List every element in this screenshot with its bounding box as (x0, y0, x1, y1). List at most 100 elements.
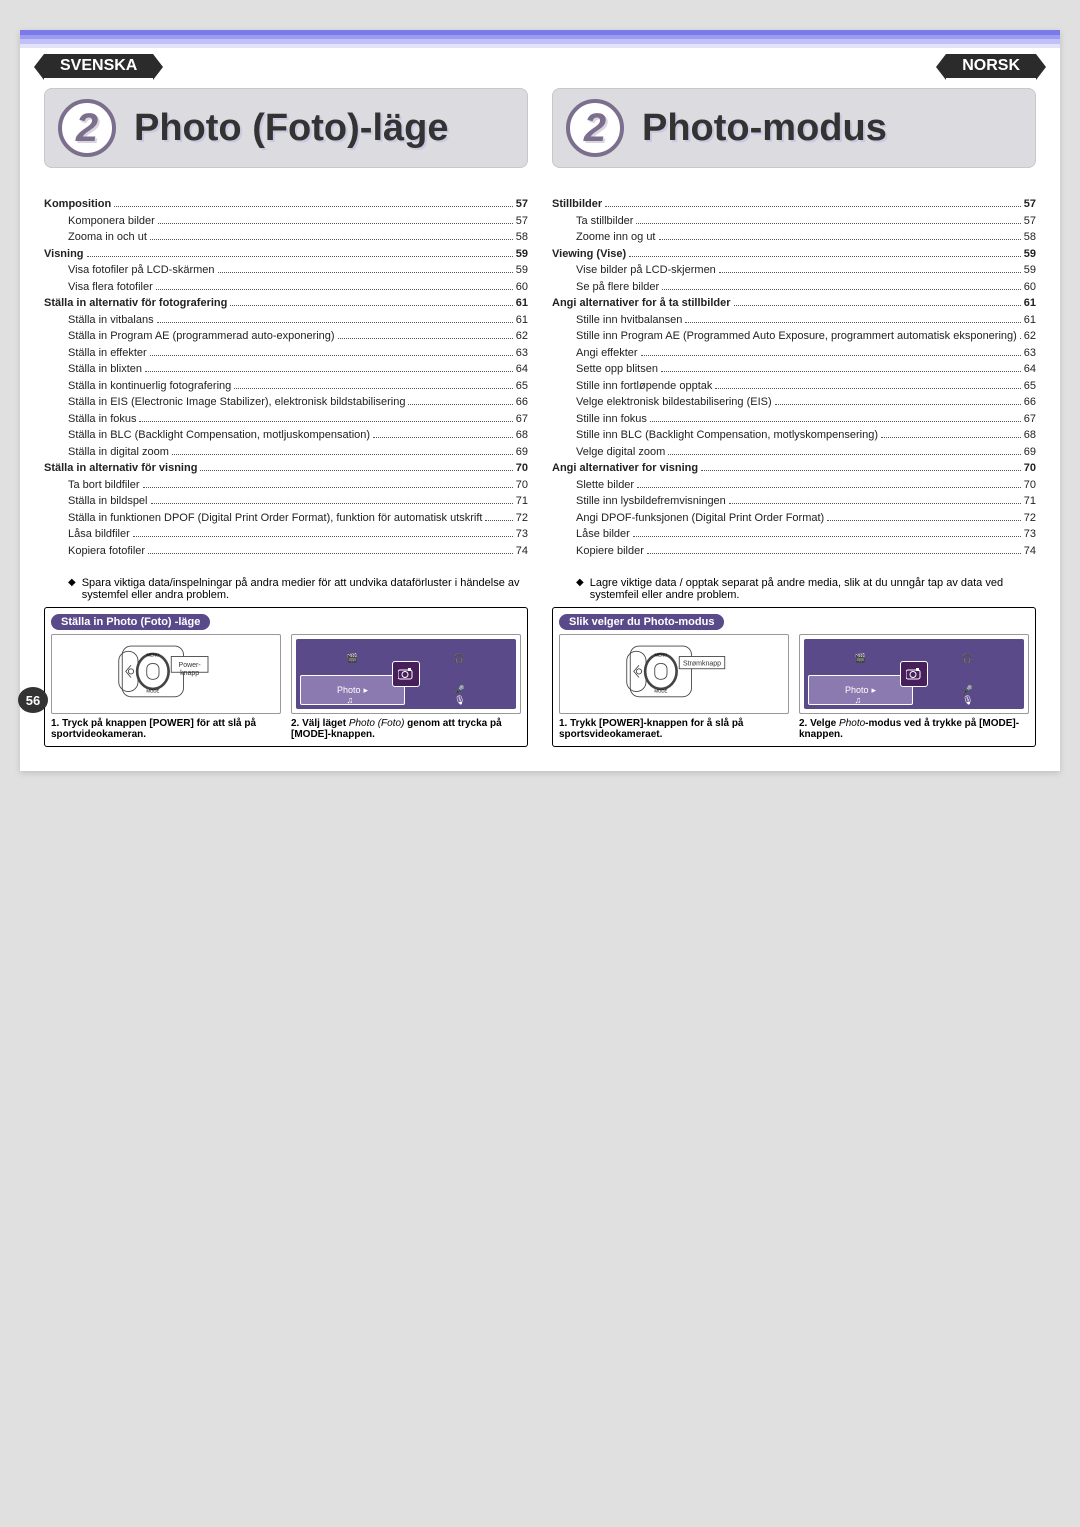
toc-page: 66 (516, 394, 528, 411)
toc-leader (701, 470, 1021, 471)
column-svenska: 2 Photo (Foto)-läge Komposition57Kompone… (44, 88, 528, 747)
mode-mp3-icon: 🎧 (915, 643, 1020, 673)
toc-leader (133, 536, 513, 537)
toc-leader (636, 223, 1020, 224)
toc-label: Stille inn fortløpende opptak (576, 378, 712, 395)
toc-label: Visning (44, 246, 84, 263)
toc-leader (685, 322, 1020, 323)
toc-page: 73 (516, 526, 528, 543)
toc-row: Vise bilder på LCD-skjermen59 (552, 262, 1036, 279)
toc-leader (218, 272, 513, 273)
toc-row: Ställa in effekter63 (44, 345, 528, 362)
toc-page: 71 (1024, 493, 1036, 510)
toc-row: Ställa in fokus67 (44, 411, 528, 428)
language-tabs: SVENSKA NORSK (20, 54, 1060, 78)
toc-row: Angi alternativer for visning70 (552, 460, 1036, 477)
toc-label: Vise bilder på LCD-skjermen (576, 262, 716, 279)
howto-step2-sv: 2. Välj läget Photo (Foto) genom att try… (291, 718, 521, 740)
toc-leader (661, 371, 1021, 372)
toc-row: Angi alternativer for å ta stillbilder61 (552, 295, 1036, 312)
mode-video-icon: 🎬 (300, 643, 405, 673)
toc-label: Ställa in alternativ för fotografering (44, 295, 227, 312)
page-number-badge: 56 (18, 687, 48, 713)
camera-svg-no: Strømknapp MENU MODE (564, 639, 784, 709)
chapter-number-sv: 2 (58, 99, 116, 157)
toc-row: Sette opp blitsen64 (552, 361, 1036, 378)
toc-row: Zooma in och ut58 (44, 229, 528, 246)
toc-row: Ställa in EIS (Electronic Image Stabiliz… (44, 394, 528, 411)
howto-box-no: Slik velger du Photo-modus Strømknapp ME… (552, 607, 1036, 747)
toc-leader (143, 487, 513, 488)
toc-page: 62 (1024, 328, 1036, 345)
toc-page: 68 (516, 427, 528, 444)
toc-label: Stille inn BLC (Backlight Compensation, … (576, 427, 878, 444)
camera-svg-sv: Power- knapp MENU MODE (56, 639, 276, 709)
toc-row: Angi effekter63 (552, 345, 1036, 362)
toc-leader (650, 421, 1021, 422)
toc-row: Komponera bilder57 (44, 213, 528, 230)
howto-mode-diagram-sv: 🎬 🎧 Photo ▸ 🎤 ♫ 🎙 (291, 634, 521, 714)
toc-row: Ställa in kontinuerlig fotografering65 (44, 378, 528, 395)
diamond-icon: ◆ (68, 577, 76, 601)
howto-camera-diagram-sv: Power- knapp MENU MODE (51, 634, 281, 714)
toc-leader (114, 206, 513, 207)
toc-row: Stille inn fortløpende opptak65 (552, 378, 1036, 395)
toc-page: 74 (1024, 543, 1036, 560)
howto-step1-no: 1. Trykk [POWER]-knappen for å slå på sp… (559, 718, 789, 740)
toc-page: 63 (516, 345, 528, 362)
toc-leader (158, 223, 513, 224)
toc-row: Stille inn BLC (Backlight Compensation, … (552, 427, 1036, 444)
toc-label: Stille inn hvitbalansen (576, 312, 682, 329)
top-gradient-bar (20, 30, 1060, 48)
svg-text:MENU: MENU (654, 653, 667, 658)
mode-center-icon (392, 661, 420, 687)
toc-page: 61 (516, 312, 528, 329)
toc-leader (629, 256, 1021, 257)
toc-leader (148, 553, 513, 554)
toc-row: Visning59 (44, 246, 528, 263)
toc-leader (151, 503, 513, 504)
toc-label: Sette opp blitsen (576, 361, 658, 378)
toc-page: 59 (1024, 246, 1036, 263)
toc-leader (230, 305, 512, 306)
mode-box-sv: 🎬 🎧 Photo ▸ 🎤 ♫ 🎙 (296, 639, 516, 709)
toc-leader (647, 553, 1021, 554)
chapter-header-no: 2 Photo-modus (552, 88, 1036, 168)
toc-page: 68 (1024, 427, 1036, 444)
toc-page: 60 (1024, 279, 1036, 296)
diamond-icon: ◆ (576, 577, 584, 601)
toc-row: Ta stillbilder57 (552, 213, 1036, 230)
toc-leader (605, 206, 1021, 207)
toc-label: Visa fotofiler på LCD-skärmen (68, 262, 215, 279)
toc-row: Angi DPOF-funksjonen (Digital Print Orde… (552, 510, 1036, 527)
toc-svenska: Komposition57Komponera bilder57Zooma in … (44, 196, 528, 559)
toc-page: 57 (516, 196, 528, 213)
toc-label: Angi alternativer for visning (552, 460, 698, 477)
toc-row: Ställa in alternativ för fotografering61 (44, 295, 528, 312)
svg-text:knapp: knapp (180, 670, 199, 677)
toc-row: Viewing (Vise) 59 (552, 246, 1036, 263)
toc-page: 65 (516, 378, 528, 395)
chapter-title-no: Photo-modus (642, 107, 887, 150)
toc-leader (715, 388, 1020, 389)
toc-page: 67 (516, 411, 528, 428)
toc-leader (729, 503, 1021, 504)
note-sv: ◆ Spara viktiga data/inspelningar på and… (68, 577, 528, 601)
toc-page: 60 (516, 279, 528, 296)
mode-box-no: 🎬 🎧 Photo ▸ 🎤 ♫ 🎙 (804, 639, 1024, 709)
mode-photo-label-no: Photo (845, 685, 869, 695)
toc-row: Låse bilder73 (552, 526, 1036, 543)
toc-page: 70 (516, 477, 528, 494)
toc-row: Zoome inn og ut58 (552, 229, 1036, 246)
toc-label: Stille inn Program AE (Programmed Auto E… (576, 328, 1017, 345)
toc-label: Ställa in bildspel (68, 493, 148, 510)
toc-label: Viewing (Vise) (552, 246, 626, 263)
toc-page: 71 (516, 493, 528, 510)
toc-page: 67 (1024, 411, 1036, 428)
toc-leader (172, 454, 513, 455)
toc-label: Ställa in alternativ för visning (44, 460, 197, 477)
toc-label: Låsa bildfiler (68, 526, 130, 543)
toc-page: 72 (1024, 510, 1036, 527)
howto-camera-diagram-no: Strømknapp MENU MODE (559, 634, 789, 714)
column-norsk: 2 Photo-modus Stillbilder57Ta stillbilde… (552, 88, 1036, 747)
